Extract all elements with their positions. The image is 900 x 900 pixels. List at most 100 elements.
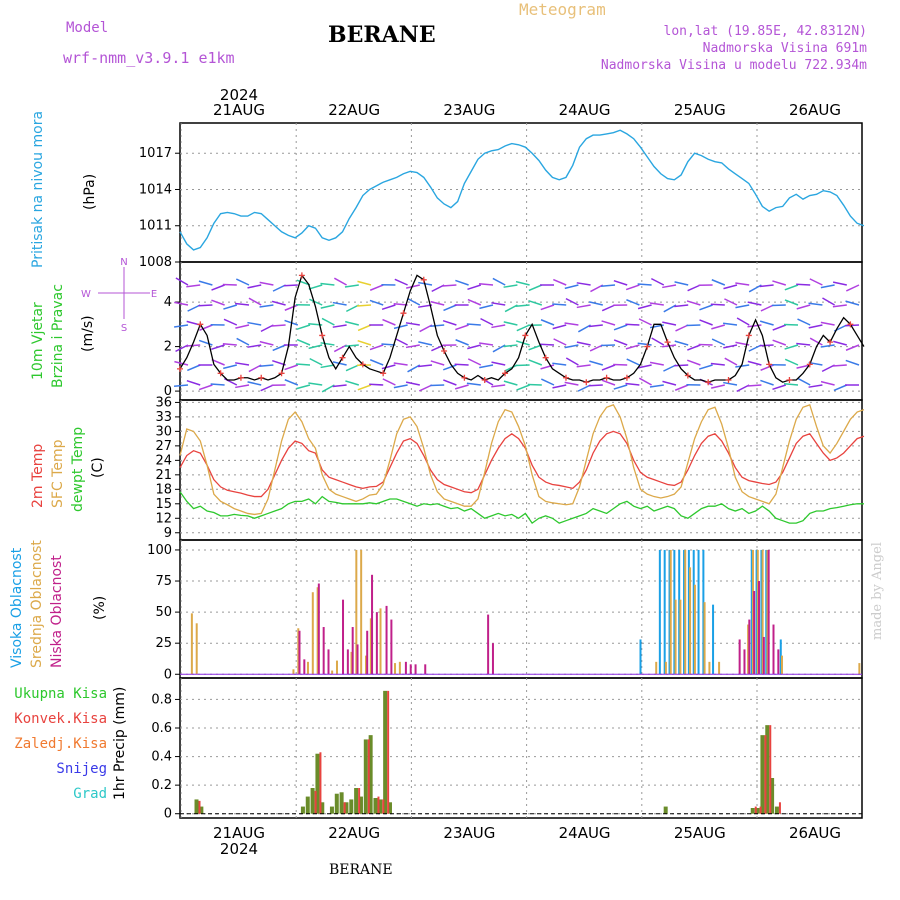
wind-arrow xyxy=(564,322,579,326)
wind-arrow xyxy=(625,344,640,350)
wind-gust-marker xyxy=(644,343,651,350)
low_cloud-bar xyxy=(738,639,741,675)
wind-arrow xyxy=(479,342,494,346)
panel-frame xyxy=(179,677,863,819)
y-tick-label: 0.2 xyxy=(151,778,172,793)
low_cloud-bar xyxy=(390,619,393,675)
low_cloud-bar xyxy=(777,649,780,675)
wind-arrow xyxy=(442,284,457,287)
wind-arrow xyxy=(479,304,494,310)
low_cloud-bar xyxy=(327,649,330,675)
high_cloud-bar xyxy=(712,604,715,675)
wind-arrow xyxy=(504,304,518,313)
dew-line xyxy=(179,491,864,525)
wind-arrow xyxy=(491,361,506,366)
wind-arrow xyxy=(759,284,774,288)
low_cloud-bar xyxy=(424,664,427,675)
wind-arrow xyxy=(638,377,652,386)
mid_cloud-bar xyxy=(306,661,309,675)
wind-arrow xyxy=(503,380,518,386)
elevation-label: Nadmorska Visina 691m xyxy=(702,41,867,56)
bottom-date-label: 25AUG xyxy=(674,824,726,842)
total_rain-bar xyxy=(368,735,373,814)
y-tick-label: 0 xyxy=(164,807,172,822)
wind-arrow xyxy=(528,344,543,351)
total_rain-bar xyxy=(344,802,349,814)
wind-arrow xyxy=(845,359,860,366)
wind-arrow xyxy=(832,364,847,367)
y-tick-label: 1014 xyxy=(139,182,172,197)
wind-gust-marker xyxy=(623,374,630,381)
wind-arrow xyxy=(759,320,774,326)
wind-arrow xyxy=(649,384,664,388)
wind-arrow xyxy=(625,382,640,386)
wind-arrow xyxy=(369,284,384,291)
wind-arrow xyxy=(613,279,628,286)
wind-arrow xyxy=(393,362,408,366)
wind-arrow xyxy=(431,284,445,293)
wind-arrow xyxy=(223,318,238,326)
wind-arrow xyxy=(332,384,347,388)
wind-arrow xyxy=(674,364,689,367)
wind-gust-marker xyxy=(664,339,671,346)
wind-arrow xyxy=(271,324,286,327)
conv_rain-bar xyxy=(769,725,772,814)
wind-arrow xyxy=(588,324,603,328)
wind-arrow xyxy=(808,384,823,388)
conv_rain-bar xyxy=(358,788,361,814)
y-tick-label: 75 xyxy=(155,574,172,589)
wind-arrow xyxy=(248,364,262,373)
wind-arrow xyxy=(577,384,591,392)
wind-arrow xyxy=(211,344,225,351)
total_rain-bar xyxy=(300,806,305,814)
wind-arrow xyxy=(808,324,823,329)
wind-arrow xyxy=(845,284,860,292)
meteogram-label: Meteogram xyxy=(519,0,606,19)
wind-arrow xyxy=(382,378,396,386)
top-date-label: 24AUG xyxy=(559,101,611,119)
wind-gust-marker xyxy=(562,374,569,381)
wind-arrow xyxy=(651,337,665,346)
bottom-date-label: 21AUG xyxy=(213,824,265,842)
wind-arrow xyxy=(430,300,445,306)
wind-arrow xyxy=(259,304,274,308)
wind-arrow xyxy=(467,298,482,306)
wind-arrow xyxy=(735,304,750,309)
wind-arrow xyxy=(784,358,799,366)
wind-arrow xyxy=(248,297,262,306)
y-tick-label: 4 xyxy=(164,295,172,310)
wind-arrow xyxy=(175,277,189,286)
pressure-line xyxy=(179,129,865,251)
wind-arrow xyxy=(747,301,762,306)
mid_cloud-bar xyxy=(669,549,672,675)
wind-arrow xyxy=(589,344,604,352)
top-date-label: 22AUG xyxy=(328,101,380,119)
wind-arrow xyxy=(187,364,201,372)
wind-arrow xyxy=(674,384,689,391)
wind-arrow xyxy=(247,381,262,386)
wind-arrow xyxy=(222,343,237,346)
wind-arrow xyxy=(492,344,506,353)
top-date-label: 26AUG xyxy=(789,101,841,119)
wind-arrow xyxy=(174,301,189,306)
wind-arrow xyxy=(393,324,408,330)
mid_cloud-bar xyxy=(398,661,401,675)
wind-arrow xyxy=(724,357,738,366)
wind-gust-marker xyxy=(177,365,183,372)
wind-arrow xyxy=(210,383,225,386)
wind-arrow xyxy=(186,344,201,347)
high_cloud-bar xyxy=(765,549,768,675)
wind-arrow xyxy=(845,344,860,351)
low_cloud-bar xyxy=(342,599,345,675)
wind-arrow xyxy=(699,319,713,326)
wind-arrow xyxy=(674,340,689,346)
wind-arrow xyxy=(844,324,860,327)
wind-gust-marker xyxy=(705,379,712,386)
wind-gust-marker xyxy=(319,332,326,339)
wind-gust-marker xyxy=(725,376,732,383)
wind-arrow xyxy=(637,364,652,369)
wind-arrow xyxy=(479,364,494,369)
wind-arrow xyxy=(175,344,189,353)
low_cloud-bar xyxy=(409,664,412,675)
wind-arrow xyxy=(320,282,335,286)
